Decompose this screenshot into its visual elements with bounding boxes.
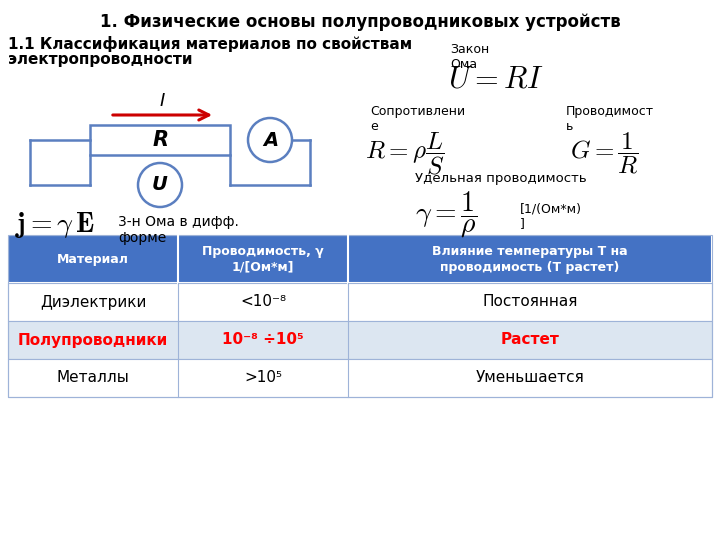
Bar bbox=[8, 235, 712, 397]
Text: Сопротивлени
е: Сопротивлени е bbox=[370, 105, 465, 133]
Text: 10⁻⁸ ÷10⁵: 10⁻⁸ ÷10⁵ bbox=[222, 333, 304, 348]
Text: $U = RI$: $U = RI$ bbox=[448, 65, 544, 94]
Text: Полупроводники: Полупроводники bbox=[18, 333, 168, 348]
Text: Диэлектрики: Диэлектрики bbox=[40, 294, 146, 309]
Text: 1.1 Классификация материалов по свойствам: 1.1 Классификация материалов по свойства… bbox=[8, 36, 412, 52]
Text: Постоянная: Постоянная bbox=[482, 294, 577, 309]
Circle shape bbox=[248, 118, 292, 162]
Bar bbox=[8, 235, 712, 283]
Text: $\boldsymbol{R}$: $\boldsymbol{R}$ bbox=[152, 130, 168, 150]
Text: Влияние температуры T на
проводимость (T растет): Влияние температуры T на проводимость (T… bbox=[432, 245, 628, 273]
Text: $\boldsymbol{U}$: $\boldsymbol{U}$ bbox=[151, 176, 168, 194]
Text: $\it{I}$: $\it{I}$ bbox=[158, 92, 166, 110]
Bar bbox=[90, 125, 230, 155]
Text: Закон
Ома: Закон Ома bbox=[450, 43, 490, 71]
Text: электропроводности: электропроводности bbox=[8, 52, 192, 67]
Text: 1. Физические основы полупроводниковых устройств: 1. Физические основы полупроводниковых у… bbox=[99, 13, 621, 31]
Text: >10⁵: >10⁵ bbox=[244, 370, 282, 386]
Text: $\gamma = \dfrac{1}{\rho}$: $\gamma = \dfrac{1}{\rho}$ bbox=[415, 190, 477, 240]
Text: <10⁻⁸: <10⁻⁸ bbox=[240, 294, 286, 309]
Circle shape bbox=[138, 163, 182, 207]
Text: Металлы: Металлы bbox=[57, 370, 130, 386]
Text: Удельная проводимость: Удельная проводимость bbox=[415, 172, 587, 185]
Text: [1/(Ом*м)
]: [1/(Ом*м) ] bbox=[520, 202, 582, 230]
Text: Проводимост
ь: Проводимост ь bbox=[566, 105, 654, 133]
Text: Материал: Материал bbox=[57, 253, 129, 266]
Text: Растет: Растет bbox=[500, 333, 559, 348]
Text: $\boldsymbol{A}$: $\boldsymbol{A}$ bbox=[261, 131, 279, 150]
Text: Проводимость, γ
1/[Ом*м]: Проводимость, γ 1/[Ом*м] bbox=[202, 245, 324, 273]
Text: $R = \rho\dfrac{L}{S}$: $R = \rho\dfrac{L}{S}$ bbox=[365, 130, 444, 177]
Bar bbox=[8, 321, 712, 359]
Text: $\mathbf{j} = \gamma\,\mathbf{E}$: $\mathbf{j} = \gamma\,\mathbf{E}$ bbox=[15, 210, 94, 240]
Bar bbox=[8, 359, 712, 397]
Text: $G = \dfrac{1}{R}$: $G = \dfrac{1}{R}$ bbox=[570, 130, 639, 176]
Text: Уменьшается: Уменьшается bbox=[476, 370, 585, 386]
Text: 3-н Ома в дифф.
форме: 3-н Ома в дифф. форме bbox=[118, 215, 239, 245]
Bar bbox=[8, 283, 712, 321]
